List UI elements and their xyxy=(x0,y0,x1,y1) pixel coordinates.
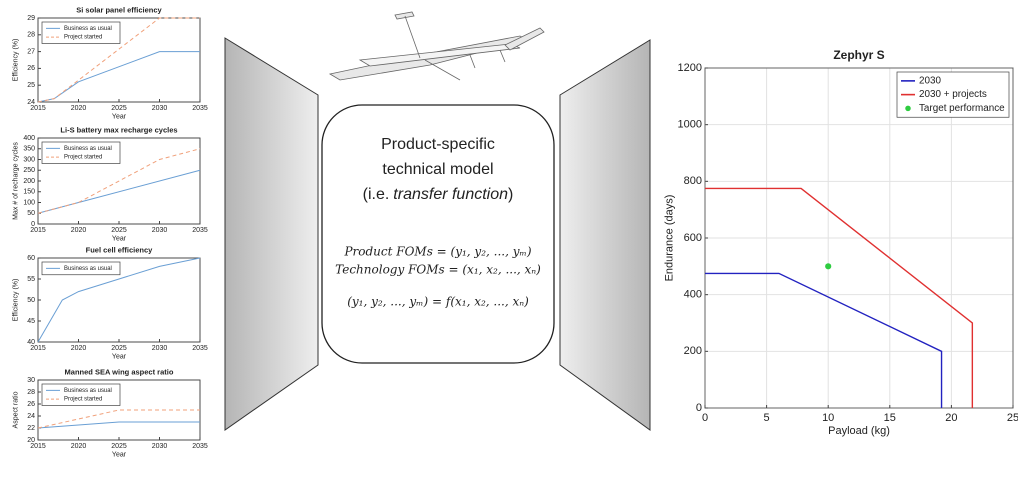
y-axis-label: Efficiency (%) xyxy=(12,279,19,322)
x-tick-label: 5 xyxy=(764,412,770,424)
y-axis-label: Max # of recharge cycles xyxy=(12,142,19,220)
x-tick-label: 15 xyxy=(884,412,896,424)
x-tick-label: 2020 xyxy=(71,227,87,234)
model-title: Product-specific xyxy=(381,136,495,153)
chart-title: Fuel cell efficiency xyxy=(86,245,154,254)
legend-label: Business as usual xyxy=(64,266,112,272)
model-title: transfer function xyxy=(393,186,508,203)
legend-label: Project started xyxy=(64,397,102,403)
chart-title: Si solar panel efficiency xyxy=(76,5,162,14)
y-tick-label: 100 xyxy=(23,199,35,206)
legend-label: 2030 + projects xyxy=(919,89,987,100)
y-tick-label: 50 xyxy=(27,297,35,304)
y-tick-label: 1200 xyxy=(678,62,702,74)
y-tick-label: 25 xyxy=(27,82,35,89)
y-tick-label: 400 xyxy=(684,289,702,301)
y-tick-label: 1000 xyxy=(678,119,702,131)
x-axis-label: Year xyxy=(112,452,127,459)
x-tick-label: 2035 xyxy=(192,443,208,450)
y-tick-label: 55 xyxy=(27,276,35,283)
equation: (y₁, y₂, ..., yₘ) = f(x₁, x₂, ..., xₙ) xyxy=(347,295,529,309)
x-tick-label: 2030 xyxy=(152,105,168,112)
y-tick-label: 28 xyxy=(27,32,35,39)
legend-swatch xyxy=(905,106,911,112)
y-axis-label: Aspect ratio xyxy=(12,391,19,428)
funnel-left xyxy=(225,38,318,430)
model-title: technical model xyxy=(382,161,493,178)
legend-label: Project started xyxy=(64,155,102,161)
x-tick-label: 2015 xyxy=(30,345,46,352)
x-axis-label: Payload (kg) xyxy=(828,425,890,437)
y-tick-label: 29 xyxy=(27,15,35,22)
chart-title: Li-S battery max recharge cycles xyxy=(60,125,177,134)
y-tick-label: 300 xyxy=(23,156,35,163)
x-tick-label: 2035 xyxy=(192,345,208,352)
figure: Product-specific technical model (i.e.tr… xyxy=(0,0,1018,484)
y-tick-label: 250 xyxy=(23,167,35,174)
equation: Technology FOMs = (x₁, x₂, ..., xₙ) xyxy=(335,263,541,277)
x-axis-label: Year xyxy=(112,354,127,361)
legend-label: 2030 xyxy=(919,75,941,86)
x-tick-label: 2015 xyxy=(30,443,46,450)
y-tick-label: 350 xyxy=(23,146,35,153)
model-title: (i.e. xyxy=(363,186,390,203)
x-tick-label: 2025 xyxy=(111,443,127,450)
y-tick-label: 60 xyxy=(27,255,35,262)
x-tick-label: 2015 xyxy=(30,227,46,234)
x-tick-label: 2035 xyxy=(192,105,208,112)
model-title: ) xyxy=(508,186,513,203)
y-tick-label: 30 xyxy=(27,377,35,384)
x-tick-label: 2020 xyxy=(71,345,87,352)
y-tick-label: 26 xyxy=(27,401,35,408)
legend-label: Business as usual xyxy=(64,26,112,32)
y-tick-label: 45 xyxy=(27,318,35,325)
y-tick-label: 200 xyxy=(23,178,35,185)
chart-title: Manned SEA wing aspect ratio xyxy=(65,367,174,376)
x-tick-label: 2015 xyxy=(30,105,46,112)
y-tick-label: 800 xyxy=(684,175,702,187)
x-tick-label: 2020 xyxy=(71,105,87,112)
x-tick-label: 0 xyxy=(702,412,708,424)
y-tick-label: 27 xyxy=(27,48,35,55)
legend-label: Target performance xyxy=(919,103,1005,114)
y-axis-label: Efficiency (%) xyxy=(12,39,19,82)
y-tick-label: 26 xyxy=(27,65,35,72)
equation: Product FOMs = (y₁, y₂, ..., yₘ) xyxy=(343,245,531,259)
y-tick-label: 600 xyxy=(684,232,702,244)
funnel-right xyxy=(560,40,650,430)
y-tick-label: 28 xyxy=(27,389,35,396)
y-tick-label: 50 xyxy=(27,210,35,217)
target-point xyxy=(825,263,831,269)
x-tick-label: 2025 xyxy=(111,345,127,352)
x-axis-label: Year xyxy=(112,236,127,243)
legend-label: Business as usual xyxy=(64,146,112,152)
y-tick-label: 400 xyxy=(23,135,35,142)
x-tick-label: 2030 xyxy=(152,345,168,352)
x-tick-label: 2025 xyxy=(111,105,127,112)
y-tick-label: 24 xyxy=(27,413,35,420)
y-axis-label: Endurance (days) xyxy=(664,195,676,282)
x-tick-label: 2020 xyxy=(71,443,87,450)
chart-title: Zephyr S xyxy=(833,48,884,62)
y-tick-label: 150 xyxy=(23,189,35,196)
x-tick-label: 25 xyxy=(1007,412,1018,424)
x-tick-label: 20 xyxy=(945,412,957,424)
x-axis-label: Year xyxy=(112,114,127,121)
model-title: (i.e.transfer function) xyxy=(363,186,514,203)
y-tick-label: 22 xyxy=(27,425,35,432)
x-tick-label: 2030 xyxy=(152,443,168,450)
x-tick-label: 2035 xyxy=(192,227,208,234)
x-tick-label: 2025 xyxy=(111,227,127,234)
x-tick-label: 10 xyxy=(822,412,834,424)
x-tick-label: 2030 xyxy=(152,227,168,234)
aircraft xyxy=(330,12,544,80)
legend-label: Business as usual xyxy=(64,388,112,394)
y-tick-label: 200 xyxy=(684,345,702,357)
legend-label: Project started xyxy=(64,35,102,41)
